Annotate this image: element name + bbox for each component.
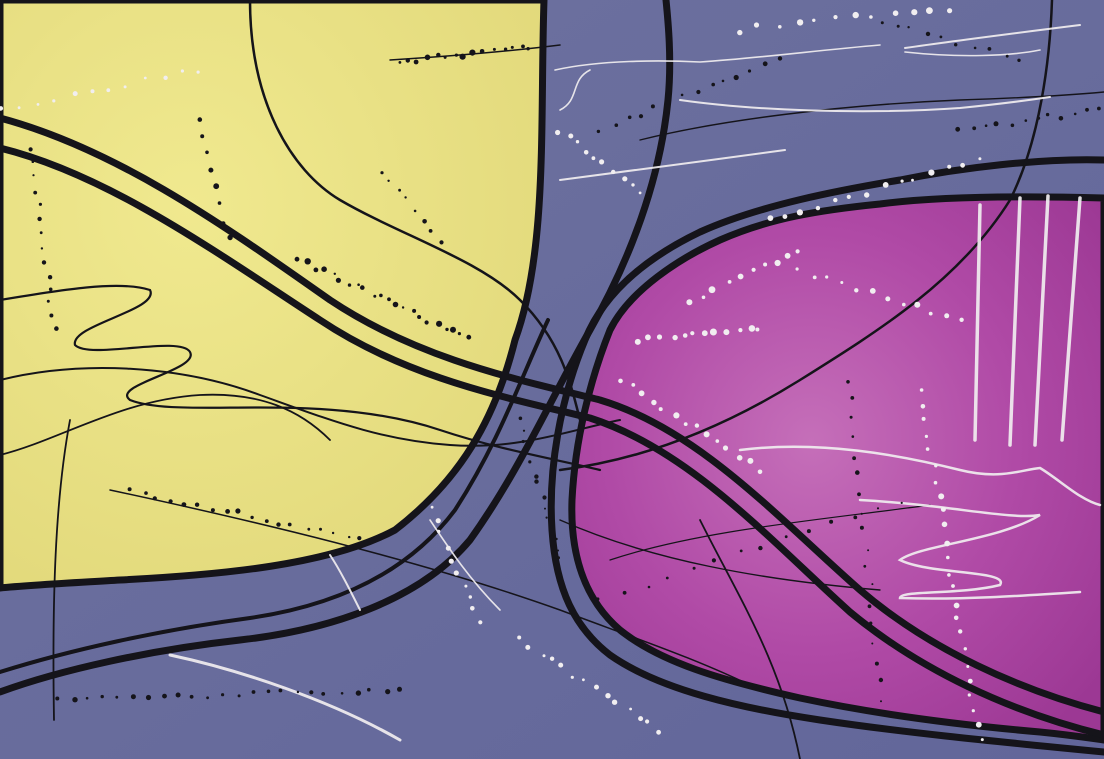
yellow-shape — [0, 0, 548, 592]
white-dots — [0, 7, 984, 742]
black-dots — [28, 21, 1101, 703]
magenta-outline-outer — [547, 156, 1104, 756]
white-line-layer — [168, 24, 1102, 742]
